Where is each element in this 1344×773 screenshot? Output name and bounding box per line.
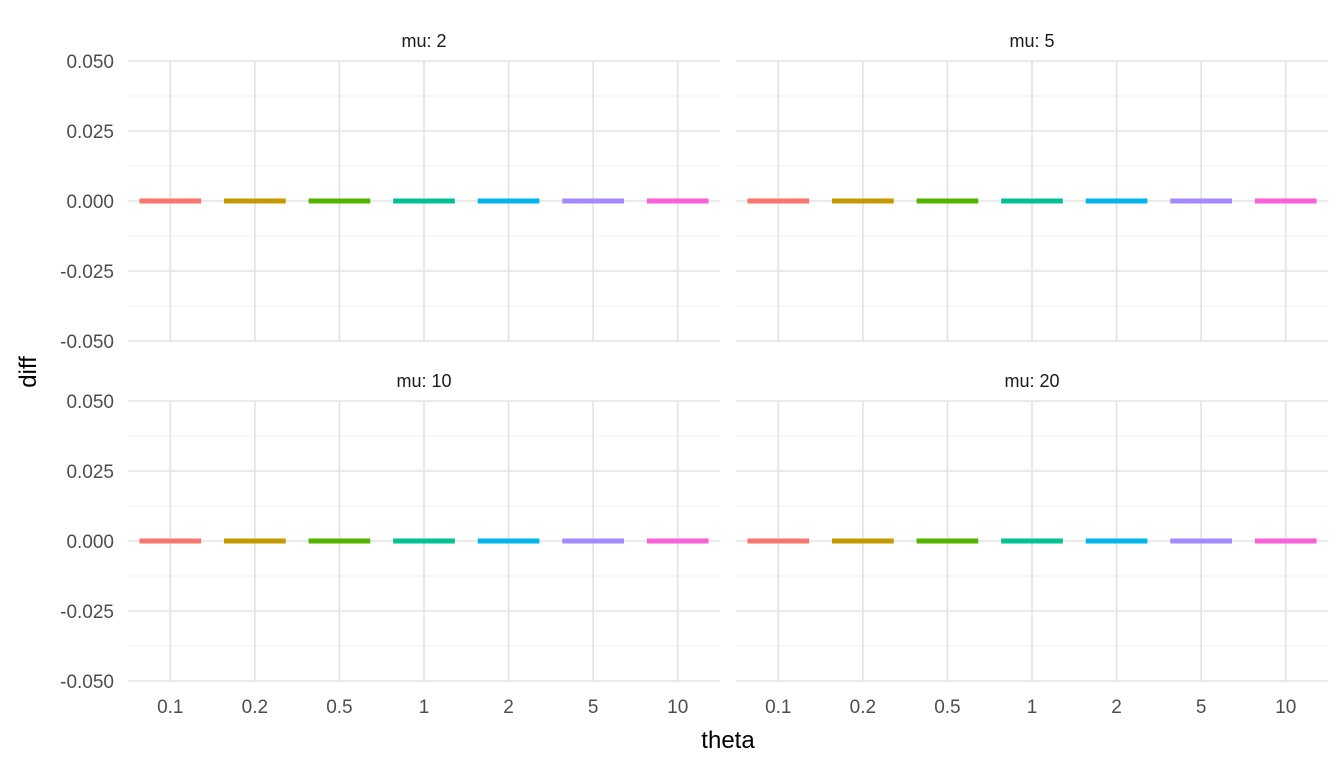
bar-0.1 [747,198,810,204]
x-tick-label: 0.5 [326,697,352,718]
bar-0.2 [831,538,894,544]
facet-label: mu: 20 [1004,371,1059,391]
y-tick-label: 0.025 [66,462,114,483]
y-tick-label: 0.000 [66,192,114,213]
bar-0.2 [831,198,894,204]
bar-2 [477,538,540,544]
bar-0.1 [139,198,202,204]
facet-label: mu: 10 [396,371,451,391]
x-tick-label: 2 [1111,697,1122,718]
y-tick-label: -0.050 [60,672,114,693]
x-tick-label: 1 [1027,697,1038,718]
bar-5 [1170,198,1233,204]
bar-0.5 [916,538,979,544]
x-tick-label: 1 [419,697,430,718]
x-tick-label: 0.1 [157,697,183,718]
bar-5 [1170,538,1233,544]
y-tick-label: -0.050 [60,332,114,353]
bar-1 [1001,198,1063,204]
bar-0.2 [223,538,286,544]
x-tick-label: 5 [1196,697,1207,718]
bar-1 [393,538,455,544]
bar-2 [1085,198,1148,204]
y-tick-label: 0.050 [66,392,114,413]
x-tick-label: 0.2 [242,697,268,718]
bar-0.1 [747,538,810,544]
x-tick-label: 5 [588,697,599,718]
x-tick-label: 10 [1275,697,1296,718]
x-tick-label: 0.5 [934,697,960,718]
bar-5 [562,538,625,544]
bar-2 [477,198,540,204]
bar-5 [562,198,625,204]
bar-2 [1085,538,1148,544]
bar-0.2 [223,198,286,204]
bar-10 [646,538,709,544]
bar-0.5 [308,198,371,204]
facet-panel-1: mu: 2 0.050 0.025 0.000 -0.025 -0.050 [60,31,720,353]
facet-panel-4: mu: 20 0.1 0.2 0.5 1 2 5 10 [736,371,1328,718]
y-tick-label: 0.050 [66,52,114,73]
facet-label: mu: 5 [1009,31,1054,51]
y-tick-label: 0.025 [66,122,114,143]
x-tick-label: 0.2 [850,697,876,718]
facet-panel-2: mu: 5 [736,31,1328,342]
x-tick-label: 2 [503,697,514,718]
facet-label: mu: 2 [401,31,446,51]
bar-0.5 [308,538,371,544]
x-tick-label: 0.1 [765,697,791,718]
y-tick-label: -0.025 [60,602,114,623]
bar-1 [1001,538,1063,544]
facet-panel-3: mu: 10 0.050 0.025 0.000 -0.025 -0.050 0.1 0.2 0… [60,371,720,718]
bar-10 [1254,538,1317,544]
y-axis-title: diff [15,356,42,388]
bar-10 [646,198,709,204]
y-tick-label: -0.025 [60,262,114,283]
bar-0.5 [916,198,979,204]
y-tick-label: 0.000 [66,532,114,553]
x-tick-label: 10 [667,697,688,718]
x-axis-title: theta [701,727,755,754]
bar-0.1 [139,538,202,544]
bar-1 [393,198,455,204]
bar-10 [1254,198,1317,204]
